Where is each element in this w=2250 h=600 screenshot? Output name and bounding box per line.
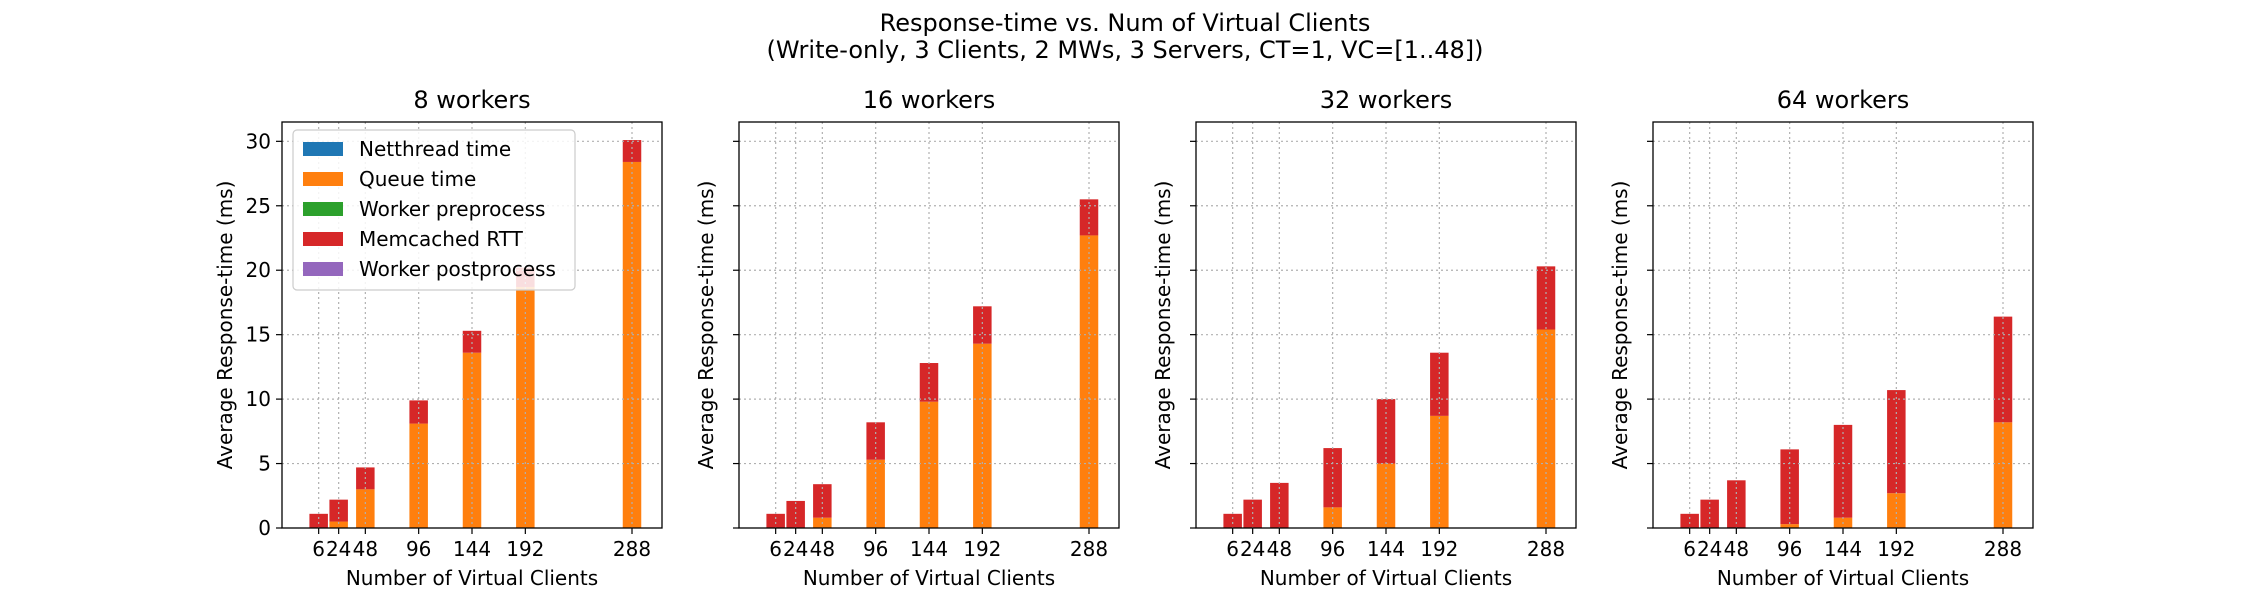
bar-memcached-48 <box>813 484 832 518</box>
bar-queue-96 <box>409 423 428 528</box>
x-tick-label: 48 <box>1267 537 1292 561</box>
bar-memcached-96 <box>1780 449 1799 525</box>
x-tick-label: 6 <box>769 537 782 561</box>
x-tick-label: 192 <box>963 537 1001 561</box>
bar-memcached-288 <box>622 140 642 162</box>
bar-memcached-48 <box>1270 482 1289 528</box>
bar-memcached-6 <box>309 513 328 528</box>
y-axis-label: Average Response-time (ms) <box>1151 181 1175 470</box>
bar-memcached-288 <box>1993 316 2013 423</box>
legend-entry-preprocess: Worker preprocess <box>359 197 545 221</box>
panel-title: 64 workers <box>1777 86 1910 114</box>
bar-memcached-96 <box>866 422 885 460</box>
legend-swatch-preprocess <box>303 202 343 216</box>
bar-memcached-144 <box>1376 399 1396 464</box>
x-tick-label: 48 <box>353 537 378 561</box>
bar-memcached-6 <box>1680 513 1699 528</box>
panel-title: 8 workers <box>413 86 530 114</box>
x-tick-label: 288 <box>1070 537 1108 561</box>
y-tick-label: 0 <box>258 516 271 540</box>
x-tick-label: 144 <box>453 537 491 561</box>
bar-memcached-48 <box>1727 480 1746 528</box>
bar-queue-288 <box>1079 235 1099 528</box>
bar-memcached-144 <box>1833 424 1853 518</box>
x-tick-label: 96 <box>863 537 888 561</box>
bar-queue-288 <box>1993 422 2013 528</box>
x-tick-label: 96 <box>1320 537 1345 561</box>
bar-memcached-192 <box>973 306 992 344</box>
bar-queue-192 <box>1887 493 1906 528</box>
legend-entry-postprocess: Worker postprocess <box>359 257 556 281</box>
y-tick-label: 10 <box>246 387 271 411</box>
bar-queue-288 <box>622 161 642 528</box>
bar-memcached-6 <box>766 513 785 528</box>
legend-swatch-queue <box>303 172 343 186</box>
bar-memcached-24 <box>786 500 805 528</box>
x-axis-label: Number of Virtual Clients <box>1260 566 1512 590</box>
panel-title: 32 workers <box>1320 86 1453 114</box>
legend-swatch-memcached <box>303 232 343 246</box>
x-tick-label: 144 <box>1367 537 1405 561</box>
x-tick-label: 192 <box>1420 537 1458 561</box>
x-tick-label: 24 <box>783 537 808 561</box>
bar-memcached-192 <box>1887 390 1906 494</box>
x-tick-label: 48 <box>1724 537 1749 561</box>
x-tick-label: 144 <box>1824 537 1862 561</box>
y-tick-label: 30 <box>246 129 271 153</box>
x-tick-label: 288 <box>1527 537 1565 561</box>
x-tick-label: 96 <box>1777 537 1802 561</box>
bar-memcached-144 <box>462 330 482 353</box>
x-tick-label: 6 <box>1226 537 1239 561</box>
legend-entry-netthread: Netthread time <box>359 137 511 161</box>
bar-queue-144 <box>919 401 939 528</box>
x-tick-label: 48 <box>810 537 835 561</box>
legend-swatch-netthread <box>303 142 343 156</box>
bar-queue-96 <box>1780 524 1799 528</box>
x-tick-label: 24 <box>326 537 351 561</box>
y-axis-label: Average Response-time (ms) <box>1608 181 1632 470</box>
x-tick-label: 24 <box>1240 537 1265 561</box>
y-tick-label: 5 <box>258 452 271 476</box>
legend-entry-memcached: Memcached RTT <box>359 227 524 251</box>
y-tick-label: 25 <box>246 194 271 218</box>
x-tick-label: 192 <box>506 537 544 561</box>
figure-title: Response-time vs. Num of Virtual Clients <box>879 9 1371 37</box>
bar-memcached-24 <box>329 499 348 522</box>
panel-title: 16 workers <box>863 86 996 114</box>
bar-queue-192 <box>1430 415 1449 528</box>
x-tick-label: 24 <box>1697 537 1722 561</box>
legend-swatch-postprocess <box>303 262 343 276</box>
y-tick-label: 15 <box>246 323 271 347</box>
x-tick-label: 192 <box>1877 537 1915 561</box>
x-tick-label: 6 <box>312 537 325 561</box>
x-axis-label: Number of Virtual Clients <box>803 566 1055 590</box>
x-axis-label: Number of Virtual Clients <box>346 566 598 590</box>
x-tick-label: 96 <box>406 537 431 561</box>
x-tick-label: 288 <box>613 537 651 561</box>
bar-queue-192 <box>973 343 992 528</box>
y-axis-label: Average Response-time (ms) <box>694 181 718 470</box>
legend-box <box>292 129 576 291</box>
bar-queue-144 <box>1376 463 1396 528</box>
figure-subtitle: (Write-only, 3 Clients, 2 MWs, 3 Servers… <box>766 36 1484 64</box>
x-tick-label: 144 <box>910 537 948 561</box>
legend-entry-queue: Queue time <box>359 167 476 191</box>
bar-queue-24 <box>329 521 348 528</box>
x-axis-label: Number of Virtual Clients <box>1717 566 1969 590</box>
bar-queue-144 <box>462 352 482 528</box>
x-tick-label: 288 <box>1984 537 2022 561</box>
bar-memcached-6 <box>1223 513 1242 528</box>
bar-memcached-192 <box>1430 352 1449 416</box>
x-tick-label: 6 <box>1683 537 1696 561</box>
y-tick-label: 20 <box>246 258 271 282</box>
y-axis-label: Average Response-time (ms) <box>213 181 237 470</box>
